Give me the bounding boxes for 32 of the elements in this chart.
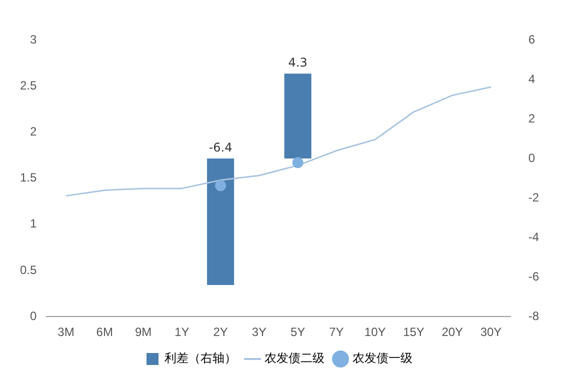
- y-tick-label: 2.5: [20, 78, 37, 92]
- y-tick-label: 0.5: [20, 262, 37, 277]
- data-label: -6.4: [208, 140, 232, 155]
- x-tick-label: 1Y: [174, 325, 190, 340]
- y2-tick-label: 6: [528, 32, 536, 46]
- legend-label: 利差（右轴）: [164, 351, 236, 366]
- y-tick-label: 1: [30, 216, 37, 231]
- y-tick-label: 1.5: [20, 170, 37, 185]
- x-tick-label: 3M: [58, 325, 74, 340]
- x-tick-label: 6M: [96, 325, 113, 340]
- y2-tick-label: -6: [528, 269, 540, 284]
- x-tick-label: 3Y: [252, 325, 267, 340]
- x-tick-label: 30Y: [480, 325, 502, 340]
- x-tick-label: 7Y: [329, 325, 344, 340]
- y2-tick-label: 2: [528, 111, 536, 126]
- y2-tick-label: 4: [528, 72, 536, 86]
- y-tick-label: 2: [30, 124, 37, 139]
- x-tick-label: 20Y: [442, 325, 464, 340]
- x-tick-label: 10Y: [364, 325, 386, 340]
- y2-tick-label: -2: [528, 190, 540, 204]
- x-tick-label: 5Y: [290, 325, 306, 340]
- y-tick-label: 3: [30, 32, 37, 46]
- x-tick-label: 2Y: [213, 325, 228, 340]
- y2-tick-label: -4: [528, 230, 540, 244]
- legend-label: 农发债二级: [264, 351, 324, 366]
- y2-tick-label: -8: [528, 308, 540, 323]
- x-tick-label: 9M: [134, 325, 152, 340]
- legend-label: 农发债一级: [352, 351, 412, 366]
- y-tick-label: 0: [30, 308, 37, 323]
- data-label: 4.3: [288, 56, 308, 70]
- x-tick-label: 15Y: [403, 325, 424, 340]
- y2-tick-label: 0: [528, 150, 536, 165]
